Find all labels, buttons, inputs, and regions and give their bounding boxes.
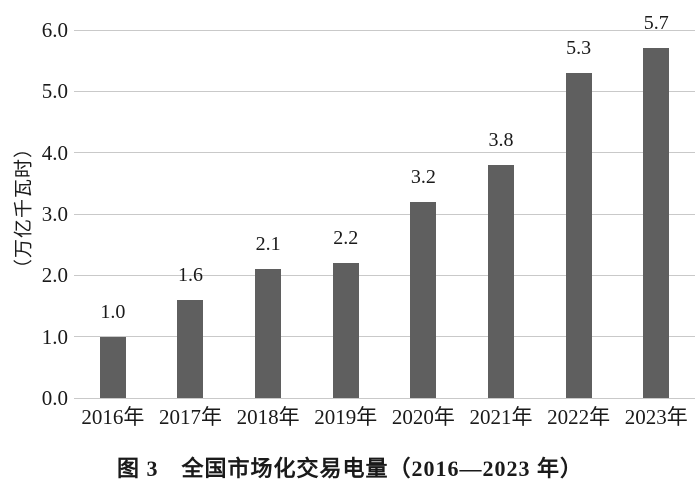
bar-value-label: 1.6 [177,263,203,286]
bar-value-label: 3.2 [410,165,436,188]
bar [332,263,359,398]
x-axis-tick-label: 2021年 [469,405,533,429]
x-axis-tick-label: 2016年 [81,405,145,429]
gridline [74,152,695,154]
x-axis-tick-label: 2018年 [236,405,300,429]
x-axis-tick-label: 2020年 [391,405,455,429]
bar [410,201,437,398]
x-axis-tick-label: 2022年 [547,405,611,429]
bar [177,299,204,398]
bar-value-label: 1.0 [100,300,126,323]
y-axis-tick-label: 3.0 [41,202,68,226]
bar-value-label: 3.8 [488,128,514,151]
bar [255,269,282,398]
bar-value-label: 5.7 [643,12,669,35]
y-axis-tick-label: 2.0 [41,263,68,288]
gridline [74,336,695,338]
y-axis-tick-label: 0.0 [41,386,68,410]
gridline [74,397,695,399]
y-axis-tick-label: 5.0 [41,79,68,104]
y-axis-tick-label: 4.0 [41,140,68,165]
bar [565,72,592,398]
x-axis-tick-label: 2019年 [314,405,378,429]
y-axis-tick-label: 6.0 [41,18,68,42]
bar [643,48,670,398]
bar-value-label: 2.2 [333,227,359,250]
gridline [74,274,695,276]
gridline [74,213,695,215]
bar [99,336,126,398]
bar-value-label: 2.1 [255,233,281,256]
bar-value-label: 5.3 [566,36,592,59]
x-axis-tick-label: 2017年 [158,405,222,429]
bar [487,164,514,398]
gridline [74,90,695,92]
gridline [74,29,695,31]
y-axis-tick-label: 1.0 [41,324,68,349]
x-axis-tick-label: 2023年 [624,405,688,429]
figure-caption: 图 3 全国市场化交易电量（2016—2023 年） [116,456,583,481]
